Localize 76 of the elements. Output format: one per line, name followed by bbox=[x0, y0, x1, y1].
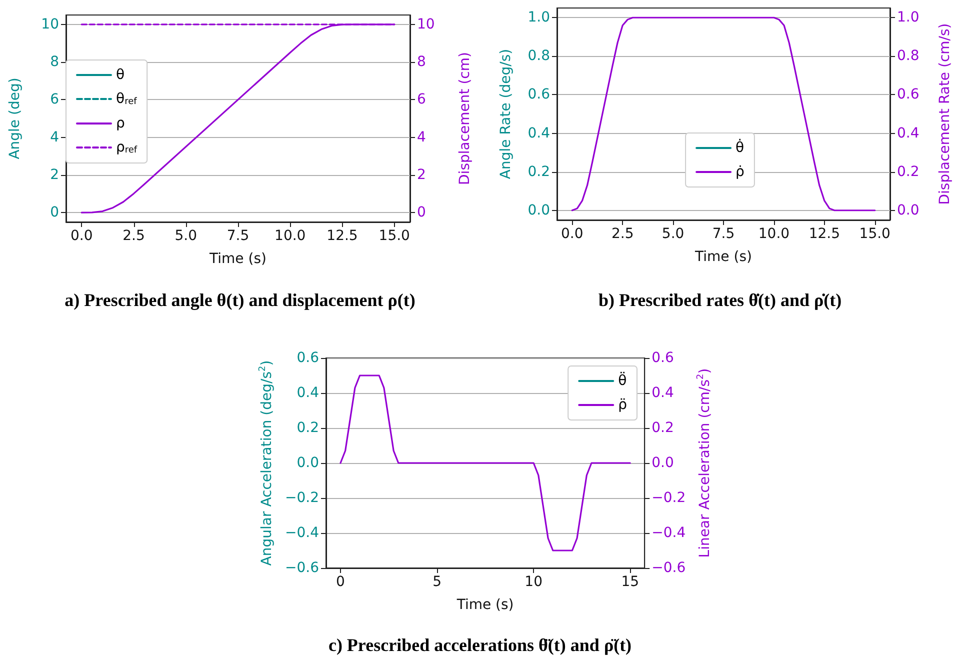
x-tick-label: 15 bbox=[621, 574, 640, 590]
y2-tick-label: 8 bbox=[417, 54, 426, 70]
y-axis-title: Angle Rate (deg/s) bbox=[498, 48, 514, 180]
y-tick-label: −0.2 bbox=[285, 490, 319, 506]
x-tick-label: 0.0 bbox=[561, 226, 584, 242]
y2-tick-label: 4 bbox=[417, 129, 426, 146]
y-axis-title: Angular Acceleration (deg/s2) bbox=[258, 360, 276, 566]
legend-label: θ̈ bbox=[618, 371, 627, 389]
y-tick-label: 0.0 bbox=[296, 455, 319, 471]
y-tick-label: 0.6 bbox=[296, 350, 320, 366]
legend-label: θ̇ bbox=[736, 138, 744, 156]
y-tick-label: 2 bbox=[50, 166, 59, 183]
y2-tick-label: 1.0 bbox=[897, 10, 920, 26]
text: a) Prescribed angle θ(t) and displacement ρ(t) bbox=[64, 290, 416, 310]
y2-tick-label: 0.2 bbox=[652, 420, 674, 436]
legend-label: ρ̇ bbox=[736, 164, 745, 180]
legend-label: ρref bbox=[116, 140, 138, 156]
y-tick-label: 10 bbox=[41, 16, 59, 32]
y2-tick-label: 0.8 bbox=[897, 48, 920, 64]
x-tick-label: 7.5 bbox=[226, 228, 250, 244]
y-tick-label: 0.6 bbox=[528, 86, 550, 103]
y-tick-label: −0.6 bbox=[285, 560, 320, 576]
y2-tick-label: 0.2 bbox=[897, 164, 920, 180]
x-tick-label: 7.5 bbox=[712, 226, 735, 242]
x-tick-label: 5.0 bbox=[174, 228, 198, 244]
y-tick-label: 0 bbox=[50, 204, 59, 221]
text: c) Prescribed accelerations θ̈(t) and ρ̈(t) bbox=[328, 635, 632, 655]
x-tick-label: 2.5 bbox=[611, 226, 634, 242]
x-tick-label: 12.5 bbox=[808, 226, 840, 242]
y2-axis-title: Displacement (cm) bbox=[457, 52, 473, 185]
y-tick-label: 8 bbox=[50, 54, 59, 70]
x-tick-label: 15.0 bbox=[859, 226, 890, 242]
legend-label: ρ bbox=[116, 116, 125, 132]
x-tick-label: 12.5 bbox=[326, 228, 358, 244]
y2-tick-label: −0.6 bbox=[652, 560, 686, 576]
legend-label: θ bbox=[116, 67, 125, 83]
x-tick-label: 5 bbox=[432, 574, 442, 590]
y2-axis-title: Linear Acceleration (cm/s2) bbox=[696, 368, 713, 558]
x-axis-title: Time (s) bbox=[208, 251, 266, 267]
y2-tick-label: 0.4 bbox=[652, 385, 674, 401]
y-axis-title: Angle (deg) bbox=[7, 78, 23, 160]
y2-tick-label: −0.4 bbox=[652, 525, 686, 541]
x-tick-label: 2.5 bbox=[122, 228, 145, 244]
y2-tick-label: 6 bbox=[417, 92, 426, 108]
text: b) Prescribed rates θ̇(t) and ρ̇(t) bbox=[598, 290, 842, 310]
y-tick-label: 0.2 bbox=[296, 420, 319, 436]
x-tick-label: 10.0 bbox=[758, 226, 790, 242]
y-tick-label: 0.2 bbox=[528, 164, 550, 180]
y2-tick-label: 0.4 bbox=[897, 125, 920, 142]
y-tick-label: −0.4 bbox=[285, 525, 320, 541]
legend-label: ρ̈ bbox=[618, 397, 628, 413]
y2-tick-label: 0.0 bbox=[897, 202, 920, 218]
x-tick-label: 15.0 bbox=[378, 228, 410, 244]
x-tick-label: 5.0 bbox=[662, 226, 684, 242]
y2-axis-title: Displacement Rate (cm/s) bbox=[937, 23, 953, 205]
y-tick-label: 1.0 bbox=[528, 10, 550, 26]
y2-tick-label: 0 bbox=[417, 204, 426, 221]
x-axis-title: Time (s) bbox=[456, 597, 514, 613]
x-tick-label: 0.0 bbox=[70, 228, 93, 244]
line-series bbox=[571, 16, 876, 212]
y-tick-label: 0.4 bbox=[296, 385, 320, 401]
y2-tick-label: 0.0 bbox=[652, 455, 674, 471]
y-tick-label: 0.8 bbox=[528, 48, 550, 64]
y2-tick-label: 0.6 bbox=[897, 86, 920, 103]
y-tick-label: 0.0 bbox=[528, 202, 550, 218]
y2-tick-label: 10 bbox=[417, 16, 435, 32]
y2-tick-label: −0.2 bbox=[652, 490, 686, 506]
x-tick-label: 10.0 bbox=[274, 228, 306, 244]
x-axis-title: Time (s) bbox=[694, 249, 752, 265]
y-tick-label: 4 bbox=[50, 129, 60, 146]
y2-tick-label: 0.6 bbox=[652, 350, 674, 366]
y-tick-label: 0.4 bbox=[528, 125, 550, 142]
x-tick-label: 0 bbox=[336, 574, 345, 590]
y-tick-label: 6 bbox=[50, 92, 60, 108]
y2-tick-label: 2 bbox=[417, 166, 426, 183]
legend-label: θref bbox=[116, 91, 138, 107]
